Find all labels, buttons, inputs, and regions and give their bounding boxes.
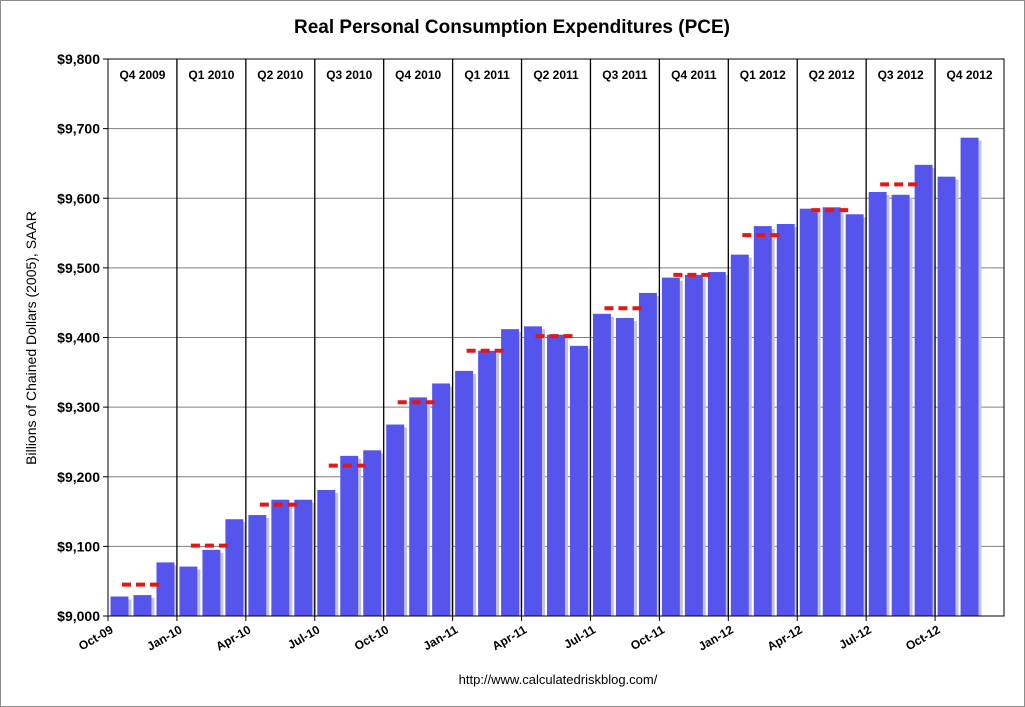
y-tick-label: $9,700 [57,121,100,137]
bar [799,208,818,616]
y-tick-label: $9,000 [57,608,100,624]
bar [317,489,336,616]
bar [225,519,244,616]
bar [386,424,405,616]
bar [271,499,290,616]
y-tick-label: $9,600 [57,190,100,206]
y-tick-label: $9,800 [57,51,100,67]
bar [340,455,359,616]
bar [845,214,864,617]
bar [592,313,611,616]
bar [570,345,588,616]
bar [156,562,175,616]
bar [294,499,313,616]
x-tick-label: Jan-12 [696,622,736,653]
x-tick-label: Jan-10 [144,622,184,653]
bar [363,450,382,616]
x-tick-label: Jul-12 [837,622,874,652]
bar [868,191,887,616]
x-tick-label: Apr-10 [213,622,253,653]
bar [432,383,451,616]
x-tick-label: Jul-11 [561,622,598,651]
bar [615,318,634,616]
bar [455,370,474,616]
bar [133,595,152,616]
quarter-label: Q3 2010 [326,68,372,82]
quarter-label: Q3 2012 [878,68,924,82]
y-axis-ticks: $9,000 $9,100 $9,200 $9,300 $9,400 $9,500 $9,6… [57,51,108,624]
bar [409,397,428,616]
quarter-label: Q4 2009 [119,68,165,82]
quarter-averages [122,182,922,587]
bar-series [110,137,982,617]
quarter-label: Q3 2011 [602,68,648,82]
y-axis-label: Billions of Chained Dollars (2005), SAAR [23,211,39,465]
bar [937,176,956,616]
source-credit: http://www.calculatedriskblog.com/ [459,672,658,687]
quarter-label: Q4 2012 [947,68,993,82]
bar [661,277,680,616]
x-tick-label: Apr-11 [490,622,530,653]
bar [776,224,795,617]
x-tick-label: Oct-09 [76,622,116,653]
bar [914,164,933,616]
x-tick-label: Oct-10 [352,622,392,653]
bar [110,596,129,616]
quarter-label: Q2 2010 [257,68,303,82]
y-tick-label: $9,500 [57,260,100,276]
y-tick-label: $9,300 [57,399,100,415]
quarter-dividers [176,59,936,616]
bar [524,326,542,616]
x-tick-label: Jul-10 [285,622,322,652]
quarter-label: Q1 2011 [464,68,510,82]
quarter-label: Q4 2011 [671,68,717,82]
quarter-labels: Q4 2009 Q1 2010 Q2 2010 Q3 2010 Q4 2010 Q1 20… [119,68,992,82]
bar [478,350,497,616]
x-tick-label: Jan-11 [421,622,461,653]
plot-area-border [107,58,1005,617]
bar [638,292,657,616]
x-axis-ticks: Oct-09 Jan-10 Apr-10 Jul-10 Oct-10 Jan-11 Apr-… [76,616,943,654]
x-tick-label: Apr-12 [765,622,805,653]
bar [684,274,703,616]
bar [822,207,841,616]
bar [248,515,267,616]
quarter-label: Q2 2011 [533,68,579,82]
bar [753,226,772,616]
bar [501,329,520,616]
bar [202,549,221,616]
y-tick-label: $9,200 [57,469,100,485]
quarter-label: Q1 2012 [740,68,786,82]
x-tick-label: Oct-11 [628,622,667,653]
bar [707,272,726,616]
y-tick-label: $9,400 [57,330,100,346]
quarter-label: Q4 2010 [395,68,441,82]
bar [547,334,565,616]
bar [179,566,198,616]
bar [960,137,979,616]
bar [730,254,749,617]
x-tick-label: Oct-12 [903,622,943,653]
quarter-label: Q1 2010 [188,68,234,82]
chart-title: Real Personal Consumption Expenditures (… [294,17,730,38]
y-tick-label: $9,100 [57,538,100,554]
bar [891,194,910,617]
quarter-label: Q2 2012 [809,68,855,82]
